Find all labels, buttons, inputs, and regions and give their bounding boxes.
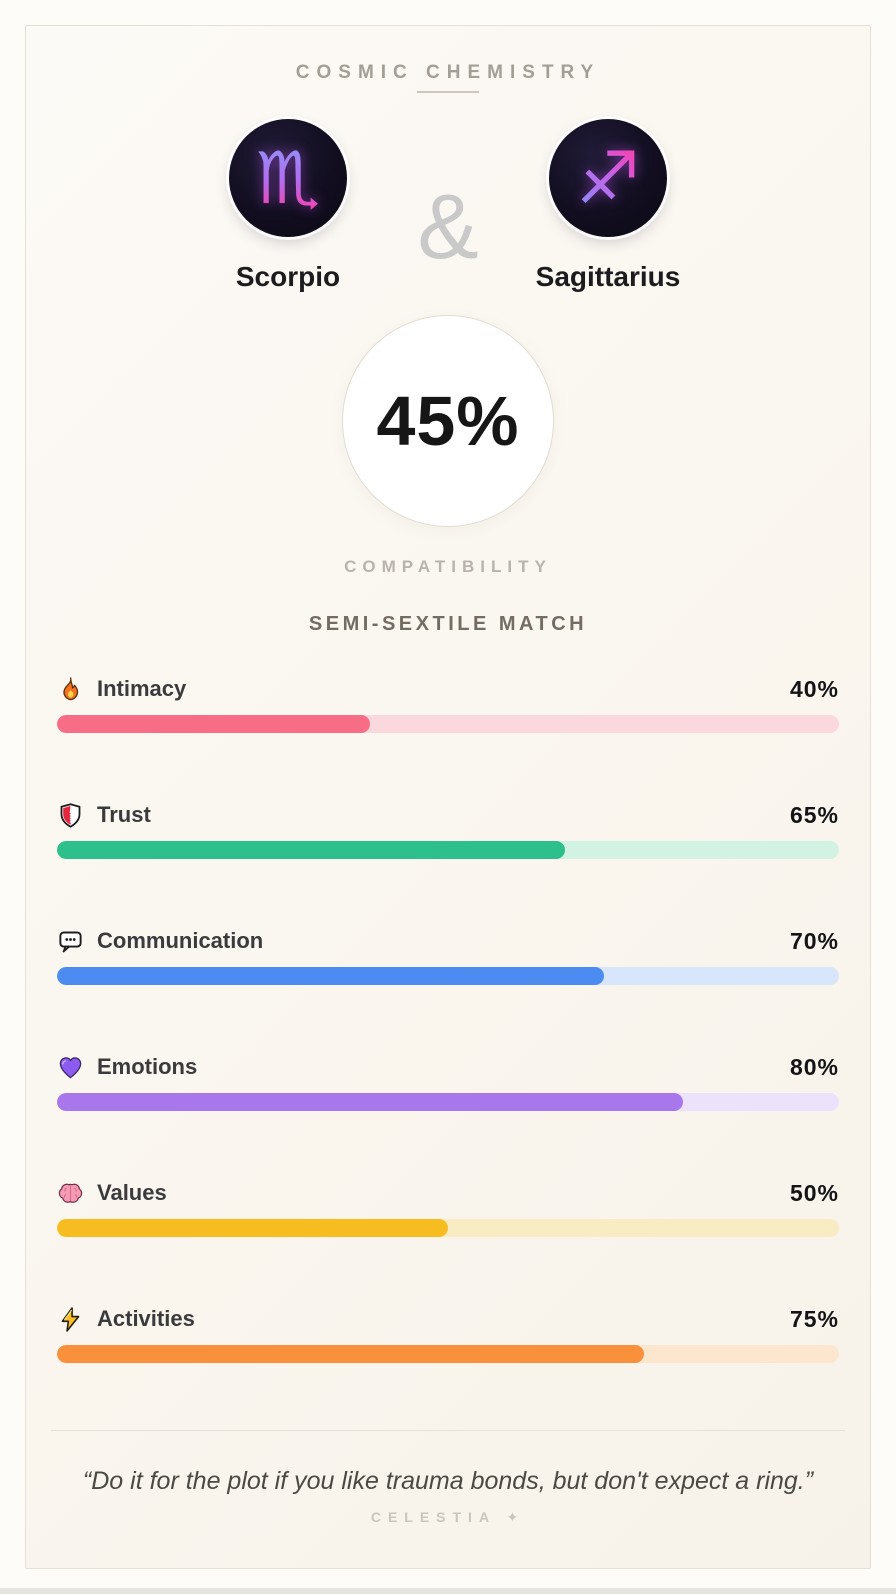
fire-icon: [57, 676, 84, 703]
brand-name: CELESTIA: [370, 1509, 496, 1525]
metric-row: Trust 65%: [57, 800, 839, 859]
metric-bar-fill: [57, 1219, 448, 1237]
sign-right-name: Sagittarius: [535, 261, 681, 292]
page-title: COSMIC CHEMISTRY: [295, 62, 601, 83]
metric-label: Intimacy: [97, 676, 187, 701]
quote-text: “Do it for the plot if you like trauma b…: [82, 1467, 814, 1495]
metric-value: 50%: [789, 1179, 839, 1206]
metric-bar-track: [57, 1093, 839, 1111]
scorpio-icon: ♏: [255, 136, 321, 220]
brain-icon: [57, 1180, 84, 1207]
metric-label: Activities: [97, 1306, 195, 1331]
metric-bar-fill: [57, 967, 605, 985]
metric-label: Values: [97, 1180, 167, 1205]
sagittarius-badge: ♐: [549, 119, 667, 237]
metric-bar-fill: [57, 1093, 683, 1111]
metric-bar-fill: [57, 841, 566, 859]
ampersand-separator: &: [417, 176, 479, 278]
metric-bar-track: [57, 1345, 839, 1363]
lightning-icon: [57, 1306, 84, 1333]
divider: [51, 1430, 845, 1431]
metric-label: Trust: [97, 802, 151, 827]
purple-heart-icon: [57, 1054, 84, 1081]
sagittarius-icon: ♐: [575, 136, 641, 220]
compatibility-score-circle: 45%: [342, 315, 554, 527]
speech-bubble-icon: [57, 928, 84, 955]
metric-label: Communication: [97, 928, 264, 953]
metric-bar-fill: [57, 1345, 644, 1363]
match-type: SEMI-SEXTILE MATCH: [308, 613, 588, 635]
metric-value: 70%: [789, 927, 839, 954]
metric-label: Emotions: [97, 1054, 198, 1079]
metric-value: 75%: [789, 1305, 839, 1332]
sign-left: ♏ Scorpio: [173, 119, 403, 293]
metrics-list: Intimacy 40% Trust 65% Communication 70%: [57, 674, 839, 1363]
scorpio-badge: ♏: [229, 119, 347, 237]
metric-bar-track: [57, 715, 839, 733]
title-underline: [417, 91, 479, 93]
bottom-edge-strip: [0, 1588, 896, 1594]
sign-left-name: Scorpio: [235, 261, 341, 292]
brand-footer: CELESTIA ✦: [26, 1509, 870, 1526]
metric-value: 40%: [789, 675, 839, 702]
compatibility-card: COSMIC CHEMISTRY ♏ Scorpio & ♐ Sagittari…: [25, 25, 871, 1569]
metric-row: Communication 70%: [57, 926, 839, 985]
metric-bar-track: [57, 841, 839, 859]
metric-bar-track: [57, 1219, 839, 1237]
metric-bar-fill: [57, 715, 370, 733]
metric-row: Activities 75%: [57, 1304, 839, 1363]
shield-icon: [57, 802, 84, 829]
metric-bar-track: [57, 967, 839, 985]
metric-value: 65%: [789, 801, 839, 828]
compatibility-score: 45%: [376, 382, 520, 460]
metric-row: Emotions 80%: [57, 1052, 839, 1111]
sign-right: ♐ Sagittarius: [493, 119, 723, 293]
sparkle-icon: ✦: [506, 1509, 526, 1525]
compatibility-label: COMPATIBILITY: [344, 557, 552, 576]
metric-row: Values 50%: [57, 1178, 839, 1237]
metric-row: Intimacy 40%: [57, 674, 839, 733]
sign-pair: ♏ Scorpio & ♐ Sagittarius: [26, 119, 870, 293]
metric-value: 80%: [789, 1053, 839, 1080]
